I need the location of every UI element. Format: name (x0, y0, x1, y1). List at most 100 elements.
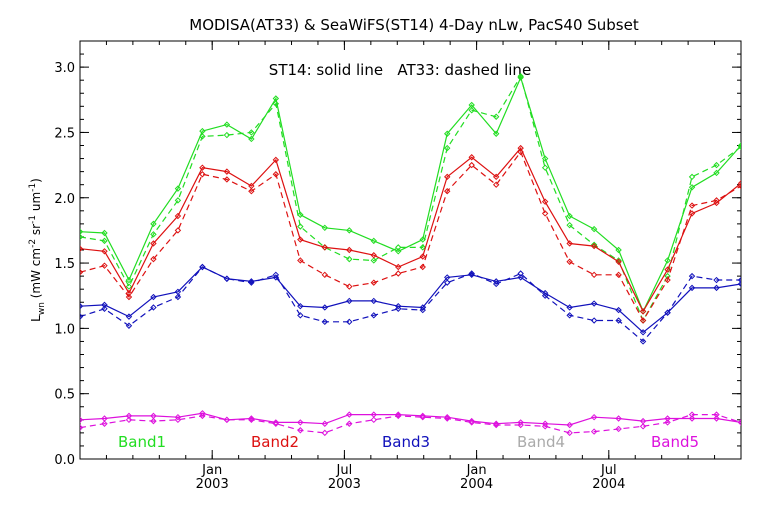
data-point (566, 304, 573, 311)
data-point (199, 412, 206, 420)
legend-entry-band5: Band5 (651, 433, 699, 451)
data-point (370, 297, 377, 305)
data-point (297, 223, 304, 230)
axis-ticks: 0.00.51.01.52.02.53.0Jan2003Jul2003Jan20… (54, 40, 742, 492)
data-point (566, 312, 573, 319)
data-point (80, 228, 84, 235)
y-tick-label: 0.5 (54, 388, 75, 403)
data-point (419, 244, 426, 251)
data-point (395, 244, 402, 251)
data-point (80, 313, 84, 320)
data-point (174, 197, 182, 204)
data-point (688, 272, 696, 280)
data-point (297, 257, 304, 264)
data-point (688, 184, 696, 191)
data-point (566, 221, 573, 229)
x-tick-label-month: Jan (201, 463, 222, 478)
y-tick-label: 2.5 (54, 126, 75, 141)
data-point (737, 276, 741, 284)
data-point (541, 164, 549, 171)
data-point (590, 317, 598, 324)
data-point (321, 244, 329, 251)
data-point (492, 173, 500, 181)
series-line-band2-solid (80, 146, 741, 313)
legend-entry-band3: Band3 (382, 433, 430, 451)
data-point (150, 255, 157, 263)
data-point (615, 246, 622, 254)
y-tick-label: 0.0 (54, 453, 75, 468)
data-point (101, 229, 108, 237)
data-point (688, 284, 696, 292)
data-point (566, 429, 573, 437)
data-point (395, 263, 402, 271)
data-point (713, 276, 720, 284)
style-annotation: ST14: solid line AT33: dashed line (269, 61, 531, 79)
data-point (272, 100, 280, 107)
data-point (150, 304, 157, 311)
data-point (321, 304, 329, 311)
data-point (737, 280, 741, 288)
data-point (125, 289, 133, 297)
data-point (297, 236, 304, 243)
data-point (370, 252, 377, 259)
data-point (444, 279, 451, 286)
data-point (125, 313, 133, 320)
data-point (590, 242, 598, 250)
data-point (492, 420, 500, 427)
data-point (688, 415, 696, 422)
data-point (321, 224, 329, 232)
data-point (566, 258, 573, 265)
data-point (615, 306, 622, 314)
data-point (125, 276, 133, 284)
data-point (517, 148, 524, 156)
data-point (346, 318, 353, 326)
data-point (80, 302, 84, 310)
data-point (272, 171, 280, 178)
data-point (370, 279, 377, 286)
data-point (346, 246, 353, 254)
plot-frame (79, 40, 742, 460)
data-point (615, 425, 622, 433)
data-point (664, 276, 671, 284)
data-point (248, 135, 255, 143)
data-point (395, 411, 402, 418)
data-point (517, 270, 524, 277)
series-line-band1-solid (80, 75, 741, 313)
data-point (150, 231, 157, 238)
data-point (125, 293, 133, 301)
data-point (615, 415, 622, 422)
data-point (639, 329, 647, 336)
data-point (297, 211, 304, 218)
legend-entry-band2: Band2 (251, 433, 299, 451)
data-point (688, 173, 696, 181)
data-point (664, 419, 671, 426)
data-point (492, 130, 500, 137)
data-point (419, 263, 426, 271)
data-point (517, 419, 524, 426)
data-point (80, 268, 84, 276)
legend-entry-band4: Band4 (517, 433, 565, 451)
data-point (713, 169, 720, 177)
y-axis-label: Lwn (mW cm-2 sr-1 um-1) (28, 178, 47, 322)
series-layer (80, 73, 741, 437)
data-point (125, 416, 133, 424)
data-point (664, 266, 671, 273)
y-tick-label: 1.5 (54, 257, 75, 272)
data-point (395, 305, 402, 312)
data-point (737, 180, 741, 187)
data-point (80, 233, 84, 241)
data-point (664, 309, 671, 316)
data-point (639, 317, 647, 324)
data-point (272, 420, 280, 427)
data-point (468, 161, 475, 169)
data-point (395, 270, 402, 277)
data-point (370, 312, 377, 319)
x-tick-label-year: 2003 (328, 477, 361, 492)
data-point (346, 227, 353, 234)
data-point (297, 312, 304, 319)
data-point (199, 263, 206, 271)
data-point (248, 415, 255, 422)
data-point (125, 283, 133, 290)
data-point (664, 415, 671, 422)
